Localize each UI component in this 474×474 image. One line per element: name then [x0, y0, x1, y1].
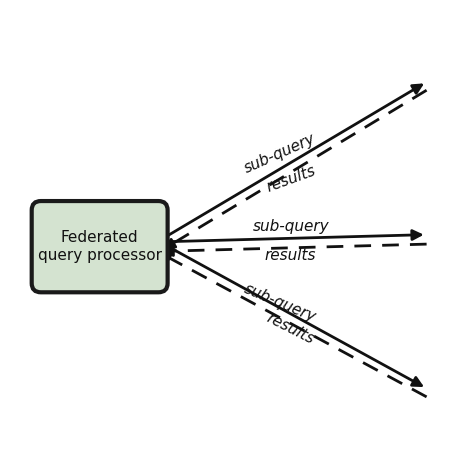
Text: Federated
query processor: Federated query processor — [37, 230, 162, 263]
FancyBboxPatch shape — [32, 201, 168, 292]
Text: results: results — [264, 310, 317, 347]
Text: sub-query: sub-query — [241, 282, 318, 325]
Text: results: results — [265, 248, 317, 263]
Text: sub-query: sub-query — [252, 219, 329, 234]
Text: results: results — [264, 164, 318, 195]
Text: sub-query: sub-query — [242, 131, 318, 176]
